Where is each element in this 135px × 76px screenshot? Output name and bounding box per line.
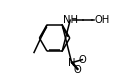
- Text: O: O: [73, 65, 81, 74]
- Text: NH: NH: [63, 15, 78, 25]
- Text: OH: OH: [95, 15, 110, 25]
- Text: N: N: [68, 58, 75, 68]
- Text: O: O: [78, 55, 86, 65]
